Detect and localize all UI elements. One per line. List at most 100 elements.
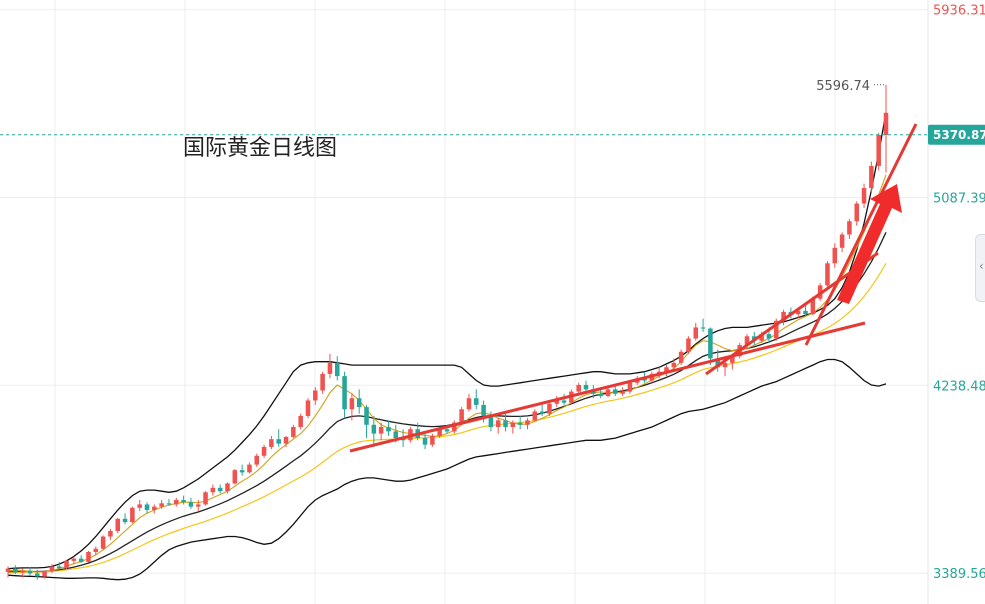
candle-body	[152, 506, 157, 510]
candle	[93, 546, 99, 556]
candle	[181, 495, 186, 505]
candle-body	[298, 415, 303, 428]
candle-body	[49, 566, 55, 572]
candle	[378, 422, 384, 441]
candle-body	[803, 310, 808, 315]
candle	[276, 429, 281, 447]
candle	[320, 371, 325, 394]
candle-body	[664, 367, 669, 372]
candle	[64, 559, 69, 570]
candle	[13, 565, 18, 575]
candle	[364, 404, 369, 439]
candle-body	[305, 400, 311, 416]
candle	[100, 535, 106, 550]
last-price-tag-background	[928, 124, 985, 145]
candle	[869, 161, 874, 193]
candle-body	[452, 422, 457, 432]
candle	[71, 556, 77, 565]
candle	[876, 132, 881, 171]
candle-body	[100, 536, 106, 549]
peak-marker: 5596.74	[816, 79, 886, 94]
ma-slow-line	[7, 262, 887, 574]
candle	[115, 517, 121, 534]
candle-body	[554, 400, 560, 404]
last-price-label: 5370.87	[933, 128, 985, 142]
candle	[803, 305, 808, 317]
bollinger-upper-line	[7, 112, 887, 570]
candle	[159, 500, 164, 509]
ma-fast-line	[7, 174, 887, 573]
trendline-support-steep	[804, 123, 918, 346]
candle-body	[825, 263, 830, 286]
candle-body	[437, 429, 442, 436]
last-price-tag: 5370.87	[928, 124, 985, 145]
candle-body	[122, 518, 128, 523]
candle-body	[364, 407, 369, 425]
candle-body	[115, 518, 121, 531]
candle-body	[174, 500, 179, 505]
candle-body	[217, 487, 223, 492]
candle	[832, 243, 838, 268]
candle-body	[71, 558, 77, 561]
candle	[188, 497, 194, 509]
candle	[517, 415, 523, 430]
candle-body	[247, 464, 252, 473]
candle-body	[144, 504, 150, 510]
candle-body	[181, 500, 186, 503]
candle	[503, 413, 508, 432]
candle-body	[708, 328, 713, 359]
candle-body	[686, 338, 691, 352]
candle	[678, 349, 684, 366]
candle	[269, 435, 274, 450]
side-panel-toggle[interactable]: ‹	[975, 234, 985, 302]
candle-body	[108, 530, 113, 537]
candle-body	[466, 398, 472, 410]
price-axis-label: 5936.31	[933, 4, 985, 19]
candle-body	[210, 487, 216, 493]
candle	[664, 365, 669, 377]
trendline-annotations	[349, 123, 918, 453]
candle	[86, 550, 91, 563]
candle-body	[781, 311, 786, 321]
candle-body	[839, 234, 845, 248]
candle	[422, 431, 428, 450]
candle-body	[598, 393, 603, 397]
candle	[144, 502, 150, 514]
candle-body	[203, 492, 208, 505]
candle-body	[422, 438, 428, 445]
candle-body	[620, 391, 625, 394]
candle	[781, 309, 786, 326]
candlestick-series	[5, 84, 889, 580]
candle	[613, 384, 618, 397]
candle-body	[525, 420, 530, 425]
candle-body	[393, 431, 399, 439]
candle	[532, 409, 538, 422]
candle-body	[349, 398, 355, 410]
candle	[49, 564, 55, 574]
candle-body	[378, 427, 384, 434]
candle-body	[488, 415, 494, 428]
candle-body	[20, 570, 25, 573]
candle	[239, 464, 245, 476]
peak-label: 5596.74	[816, 79, 870, 94]
candle	[298, 413, 303, 430]
candle-body	[481, 404, 486, 416]
candle-body	[444, 429, 450, 432]
chevron-left-icon: ‹	[979, 259, 984, 273]
candle-body	[430, 435, 435, 445]
candle-body	[166, 503, 172, 505]
candle-body	[86, 552, 91, 562]
price-axis-label: 3389.56	[933, 567, 985, 582]
candle	[452, 420, 457, 434]
candle-body	[883, 112, 889, 135]
candle-body	[532, 411, 538, 421]
bollinger-lower-line	[7, 358, 887, 581]
candle	[700, 318, 706, 332]
candle	[283, 435, 289, 447]
candle-body	[313, 390, 318, 401]
candle	[576, 382, 581, 394]
candle-body	[700, 327, 706, 329]
candle	[130, 506, 135, 524]
candle-body	[642, 378, 647, 381]
candle	[495, 418, 501, 434]
